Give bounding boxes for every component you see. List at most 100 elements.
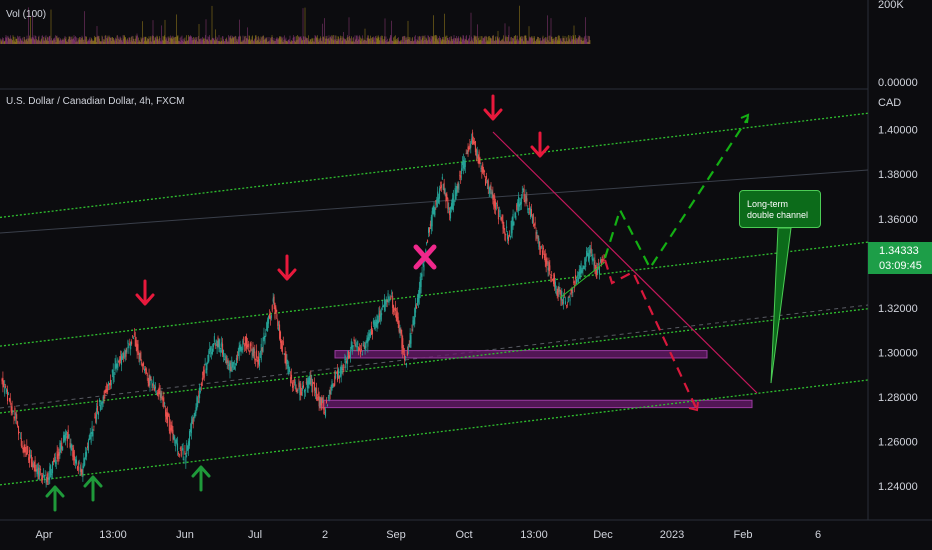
candle-body: [569, 298, 571, 302]
candle-body: [520, 197, 522, 205]
candle-body: [365, 342, 367, 348]
candle-body: [499, 216, 501, 217]
candle-body: [486, 179, 488, 184]
up-arrow-icon: [45, 485, 65, 512]
candle-body: [238, 346, 240, 359]
candle-body: [495, 201, 497, 210]
candle-body: [91, 426, 93, 435]
candle-body: [598, 266, 600, 275]
candle-body: [534, 222, 536, 226]
candle-body: [200, 390, 202, 392]
candle-body: [394, 308, 396, 310]
candle-body: [321, 397, 323, 409]
candle-body: [18, 426, 20, 435]
candle-body: [193, 414, 195, 419]
candle-body: [130, 341, 132, 350]
candle-body: [169, 424, 171, 435]
candle-body: [162, 398, 164, 401]
candle-body: [154, 387, 156, 391]
candle-body: [372, 320, 374, 324]
candle-body: [29, 455, 31, 457]
candle-body: [401, 333, 403, 348]
midline-lower: [0, 304, 869, 409]
candle-body: [14, 408, 16, 415]
candle-body: [224, 356, 226, 358]
candle-body: [376, 314, 378, 328]
candle-body: [434, 208, 436, 216]
candle-body: [420, 279, 422, 288]
candle-body: [583, 265, 585, 269]
candle-body: [266, 322, 268, 331]
candle-body: [319, 397, 321, 407]
candle-body: [111, 369, 113, 373]
candle-body: [156, 392, 158, 395]
candle-body: [167, 413, 169, 417]
candle-body: [527, 208, 529, 210]
bullish-forecast-arrowhead: [740, 113, 750, 124]
candle-body: [430, 216, 432, 230]
candle-body: [38, 468, 40, 480]
candle-body: [113, 376, 115, 378]
support-zone: [334, 350, 708, 359]
candle-body: [344, 359, 346, 361]
candle-body: [443, 182, 445, 194]
y-tick-label: 1.24000: [878, 481, 918, 493]
candle-body: [346, 361, 348, 363]
candle-body: [515, 216, 517, 220]
candle-body: [139, 353, 141, 362]
candle-body: [514, 213, 516, 218]
candle-body: [51, 474, 53, 476]
candle-body: [148, 375, 150, 386]
candle-body: [531, 216, 533, 224]
candle-body: [207, 355, 209, 363]
candle-body: [363, 345, 365, 346]
candle-body: [155, 386, 157, 389]
candle-body: [81, 469, 83, 475]
candle-body: [102, 396, 104, 404]
candle-body: [408, 344, 410, 346]
candle-body: [149, 375, 151, 386]
volume-indicator-label[interactable]: Vol (100): [6, 9, 47, 20]
candle-body: [58, 452, 60, 456]
candle-body: [331, 381, 333, 390]
candle-body: [327, 397, 329, 399]
volume-axis-max: 200K: [878, 0, 904, 11]
candle-body: [357, 340, 359, 346]
candle-body: [175, 445, 177, 447]
channel-line: [0, 241, 869, 347]
candle-body: [166, 412, 168, 423]
candle-body: [56, 451, 58, 459]
candle-body: [425, 249, 427, 253]
candle-body: [189, 431, 191, 446]
candle-body: [405, 356, 407, 358]
x-tick-label: 13:00: [520, 529, 548, 541]
candle-body: [595, 268, 597, 275]
candle-body: [104, 389, 106, 394]
candle-body: [235, 357, 237, 366]
candle-body: [283, 353, 285, 355]
candle-body: [147, 380, 149, 384]
candle-body: [421, 273, 423, 277]
candle-body: [530, 208, 532, 216]
candle-body: [419, 276, 421, 294]
candle-body: [453, 201, 455, 202]
candle-body: [591, 255, 593, 260]
symbol-title[interactable]: U.S. Dollar / Canadian Dollar, 4h, FXCM: [6, 96, 185, 107]
bar-countdown: 03:09:45: [879, 260, 922, 272]
candle-body: [386, 300, 388, 303]
callout-note[interactable]: Long-term double channel: [739, 190, 821, 228]
callout-line-2: double channel: [747, 210, 809, 220]
candle-body: [546, 258, 548, 265]
candle-body: [516, 204, 518, 211]
candle-body: [264, 335, 266, 344]
candle-body: [511, 217, 513, 234]
candle-body: [219, 343, 221, 350]
candle-body: [350, 341, 352, 349]
candle-body: [498, 210, 500, 212]
candle-body: [96, 408, 98, 420]
candle-body: [293, 379, 295, 384]
candle-body: [564, 301, 566, 305]
candle-body: [433, 204, 435, 215]
candle-body: [17, 421, 19, 427]
